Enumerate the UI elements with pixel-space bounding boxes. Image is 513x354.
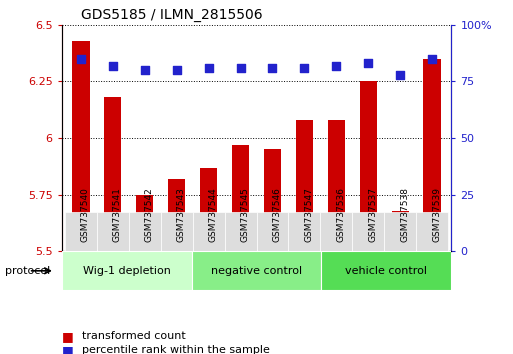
FancyBboxPatch shape: [256, 212, 288, 251]
FancyBboxPatch shape: [65, 212, 97, 251]
Text: GSM737536: GSM737536: [337, 187, 345, 242]
Text: ■: ■: [62, 344, 73, 354]
Text: GSM737544: GSM737544: [209, 187, 218, 242]
Bar: [232, 145, 249, 251]
Bar: [423, 59, 441, 251]
Bar: [264, 149, 281, 251]
Text: percentile rank within the sample: percentile rank within the sample: [82, 346, 270, 354]
Text: GSM737545: GSM737545: [241, 187, 249, 242]
FancyBboxPatch shape: [288, 212, 321, 251]
FancyBboxPatch shape: [192, 212, 225, 251]
FancyBboxPatch shape: [97, 212, 129, 251]
FancyBboxPatch shape: [384, 212, 416, 251]
Bar: [136, 195, 153, 251]
FancyBboxPatch shape: [225, 212, 256, 251]
Text: GSM737541: GSM737541: [113, 187, 122, 242]
Bar: [391, 211, 409, 251]
Point: [268, 65, 277, 71]
FancyBboxPatch shape: [62, 251, 191, 290]
FancyBboxPatch shape: [322, 251, 451, 290]
Bar: [168, 179, 185, 251]
Point: [396, 72, 404, 78]
Bar: [360, 81, 377, 251]
Bar: [295, 120, 313, 251]
Point: [428, 56, 437, 62]
Point: [141, 67, 149, 73]
Text: GSM737538: GSM737538: [400, 187, 409, 242]
FancyBboxPatch shape: [416, 212, 448, 251]
Text: GSM737537: GSM737537: [368, 187, 378, 242]
FancyBboxPatch shape: [352, 212, 384, 251]
Bar: [72, 41, 90, 251]
Text: negative control: negative control: [211, 266, 302, 276]
Bar: [328, 120, 345, 251]
FancyBboxPatch shape: [321, 212, 352, 251]
Text: GDS5185 / ILMN_2815506: GDS5185 / ILMN_2815506: [81, 8, 263, 22]
Text: GSM737540: GSM737540: [81, 187, 90, 242]
Point: [364, 61, 372, 66]
Text: vehicle control: vehicle control: [345, 266, 427, 276]
Text: Wig-1 depletion: Wig-1 depletion: [83, 266, 170, 276]
Text: GSM737543: GSM737543: [176, 187, 186, 242]
Text: GSM737539: GSM737539: [432, 187, 441, 242]
Point: [205, 65, 213, 71]
Point: [109, 63, 117, 68]
FancyBboxPatch shape: [129, 212, 161, 251]
Text: GSM737546: GSM737546: [272, 187, 282, 242]
Text: GSM737547: GSM737547: [304, 187, 313, 242]
FancyBboxPatch shape: [191, 251, 322, 290]
Text: GSM737542: GSM737542: [145, 187, 154, 242]
Bar: [104, 97, 122, 251]
Point: [332, 63, 341, 68]
Text: protocol: protocol: [5, 266, 50, 276]
Point: [236, 65, 245, 71]
Text: ■: ■: [62, 330, 73, 343]
Point: [76, 56, 85, 62]
Bar: [200, 167, 218, 251]
Point: [172, 67, 181, 73]
Text: transformed count: transformed count: [82, 331, 186, 341]
Point: [300, 65, 308, 71]
FancyBboxPatch shape: [161, 212, 192, 251]
